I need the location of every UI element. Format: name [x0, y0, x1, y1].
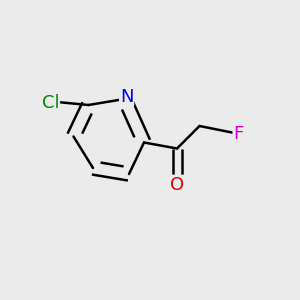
Text: F: F — [233, 125, 244, 143]
Text: N: N — [120, 88, 133, 106]
Text: Cl: Cl — [42, 94, 59, 112]
Text: O: O — [170, 176, 184, 194]
